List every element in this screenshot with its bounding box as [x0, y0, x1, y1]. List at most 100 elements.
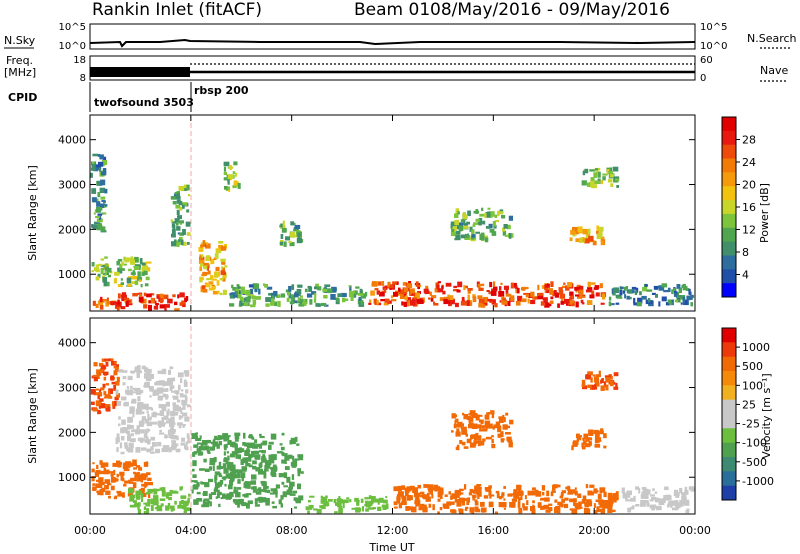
- power-region: [170, 184, 191, 247]
- power-cell: [184, 297, 187, 303]
- power-cell: [487, 298, 493, 302]
- velocity-cell: [576, 435, 582, 441]
- power-cell: [104, 204, 108, 207]
- power-cell: [220, 258, 226, 262]
- power-cell: [222, 276, 226, 282]
- velocity-cell: [114, 397, 118, 401]
- power-cell: [624, 294, 627, 299]
- velocity-colorbar-tick-label: -1000: [742, 475, 774, 488]
- power-cell: [622, 290, 626, 294]
- power-cell: [591, 290, 595, 295]
- velocity-cell: [473, 434, 478, 441]
- power-cell: [613, 287, 619, 294]
- velocity-cell: [542, 492, 545, 496]
- power-cell: [306, 293, 313, 298]
- velocity-cell: [463, 414, 468, 420]
- velocity-cell: [455, 446, 458, 450]
- velocity-cell: [99, 389, 102, 392]
- velocity-cell: [399, 491, 404, 497]
- power-cell: [180, 239, 184, 246]
- power-cell: [141, 298, 147, 304]
- velocity-cell: [577, 493, 582, 498]
- power-cell: [485, 226, 491, 229]
- velocity-cell: [280, 503, 283, 508]
- velocity-cell: [287, 454, 293, 459]
- velocity-cell: [298, 495, 304, 501]
- velocity-cell: [582, 495, 587, 502]
- velocity-cell: [217, 435, 222, 440]
- velocity-ytick-label: 3000: [58, 382, 86, 395]
- power-cell: [550, 296, 554, 300]
- power-cell: [219, 292, 223, 296]
- velocity-cell: [503, 507, 506, 510]
- velocity-cell: [641, 486, 647, 490]
- power-cell: [493, 281, 496, 287]
- velocity-cell: [567, 492, 574, 495]
- velocity-cell: [99, 482, 103, 489]
- power-cell: [293, 300, 297, 304]
- power-cell: [501, 300, 508, 305]
- power-cell: [483, 297, 488, 303]
- power-cell: [431, 295, 437, 299]
- velocity-cell: [176, 422, 183, 426]
- power-cell: [595, 292, 600, 297]
- power-cell: [268, 293, 274, 296]
- power-cell: [119, 268, 125, 271]
- velocity-cell: [116, 447, 119, 453]
- velocity-region: [451, 410, 514, 451]
- velocity-cell: [428, 503, 432, 508]
- velocity-cell: [135, 490, 139, 496]
- velocity-cell: [116, 364, 119, 367]
- power-cell: [547, 283, 550, 287]
- velocity-cell: [343, 499, 349, 504]
- velocity-cell: [648, 489, 651, 492]
- power-cell: [472, 294, 476, 299]
- velocity-cell: [251, 436, 255, 440]
- velocity-cell: [203, 458, 207, 463]
- power-cell: [97, 273, 101, 278]
- velocity-cell: [164, 435, 168, 438]
- power-cell: [239, 296, 244, 303]
- power-cell: [155, 302, 159, 306]
- power-cell: [100, 179, 106, 186]
- velocity-cell: [593, 503, 596, 508]
- power-cell: [324, 284, 331, 288]
- power-cell: [466, 300, 470, 306]
- velocity-cell: [385, 496, 388, 499]
- velocity-cell: [136, 495, 139, 498]
- velocity-cell: [105, 361, 109, 367]
- power-cell: [132, 270, 136, 276]
- velocity-cell: [463, 426, 467, 430]
- power-cell: [508, 215, 513, 221]
- power-cell: [100, 196, 106, 200]
- velocity-cell: [649, 504, 653, 509]
- velocity-cell: [165, 401, 170, 407]
- velocity-cell: [208, 478, 214, 483]
- power-cell: [280, 223, 283, 228]
- velocity-cell: [165, 493, 169, 499]
- power-cell: [455, 208, 459, 214]
- velocity-cell: [419, 491, 425, 495]
- velocity-cell: [113, 469, 116, 476]
- velocity-cell: [469, 418, 472, 423]
- velocity-cell: [204, 482, 210, 488]
- power-cell: [342, 297, 346, 303]
- power-cell: [237, 294, 242, 299]
- velocity-cell: [431, 494, 434, 499]
- power-cell: [641, 295, 647, 300]
- velocity-cell: [486, 412, 490, 416]
- power-cell: [233, 180, 238, 186]
- velocity-cell: [178, 384, 181, 390]
- velocity-cell: [123, 402, 127, 407]
- velocity-cell: [99, 470, 105, 475]
- power-cell: [558, 289, 564, 295]
- power-cell: [456, 289, 461, 293]
- velocity-cell: [98, 391, 103, 397]
- power-cell: [203, 273, 207, 276]
- velocity-cell: [255, 467, 261, 472]
- velocity-cell: [170, 410, 176, 417]
- velocity-cell: [263, 484, 267, 490]
- power-cell: [645, 284, 648, 287]
- power-cell: [116, 260, 121, 266]
- power-cell: [144, 283, 149, 287]
